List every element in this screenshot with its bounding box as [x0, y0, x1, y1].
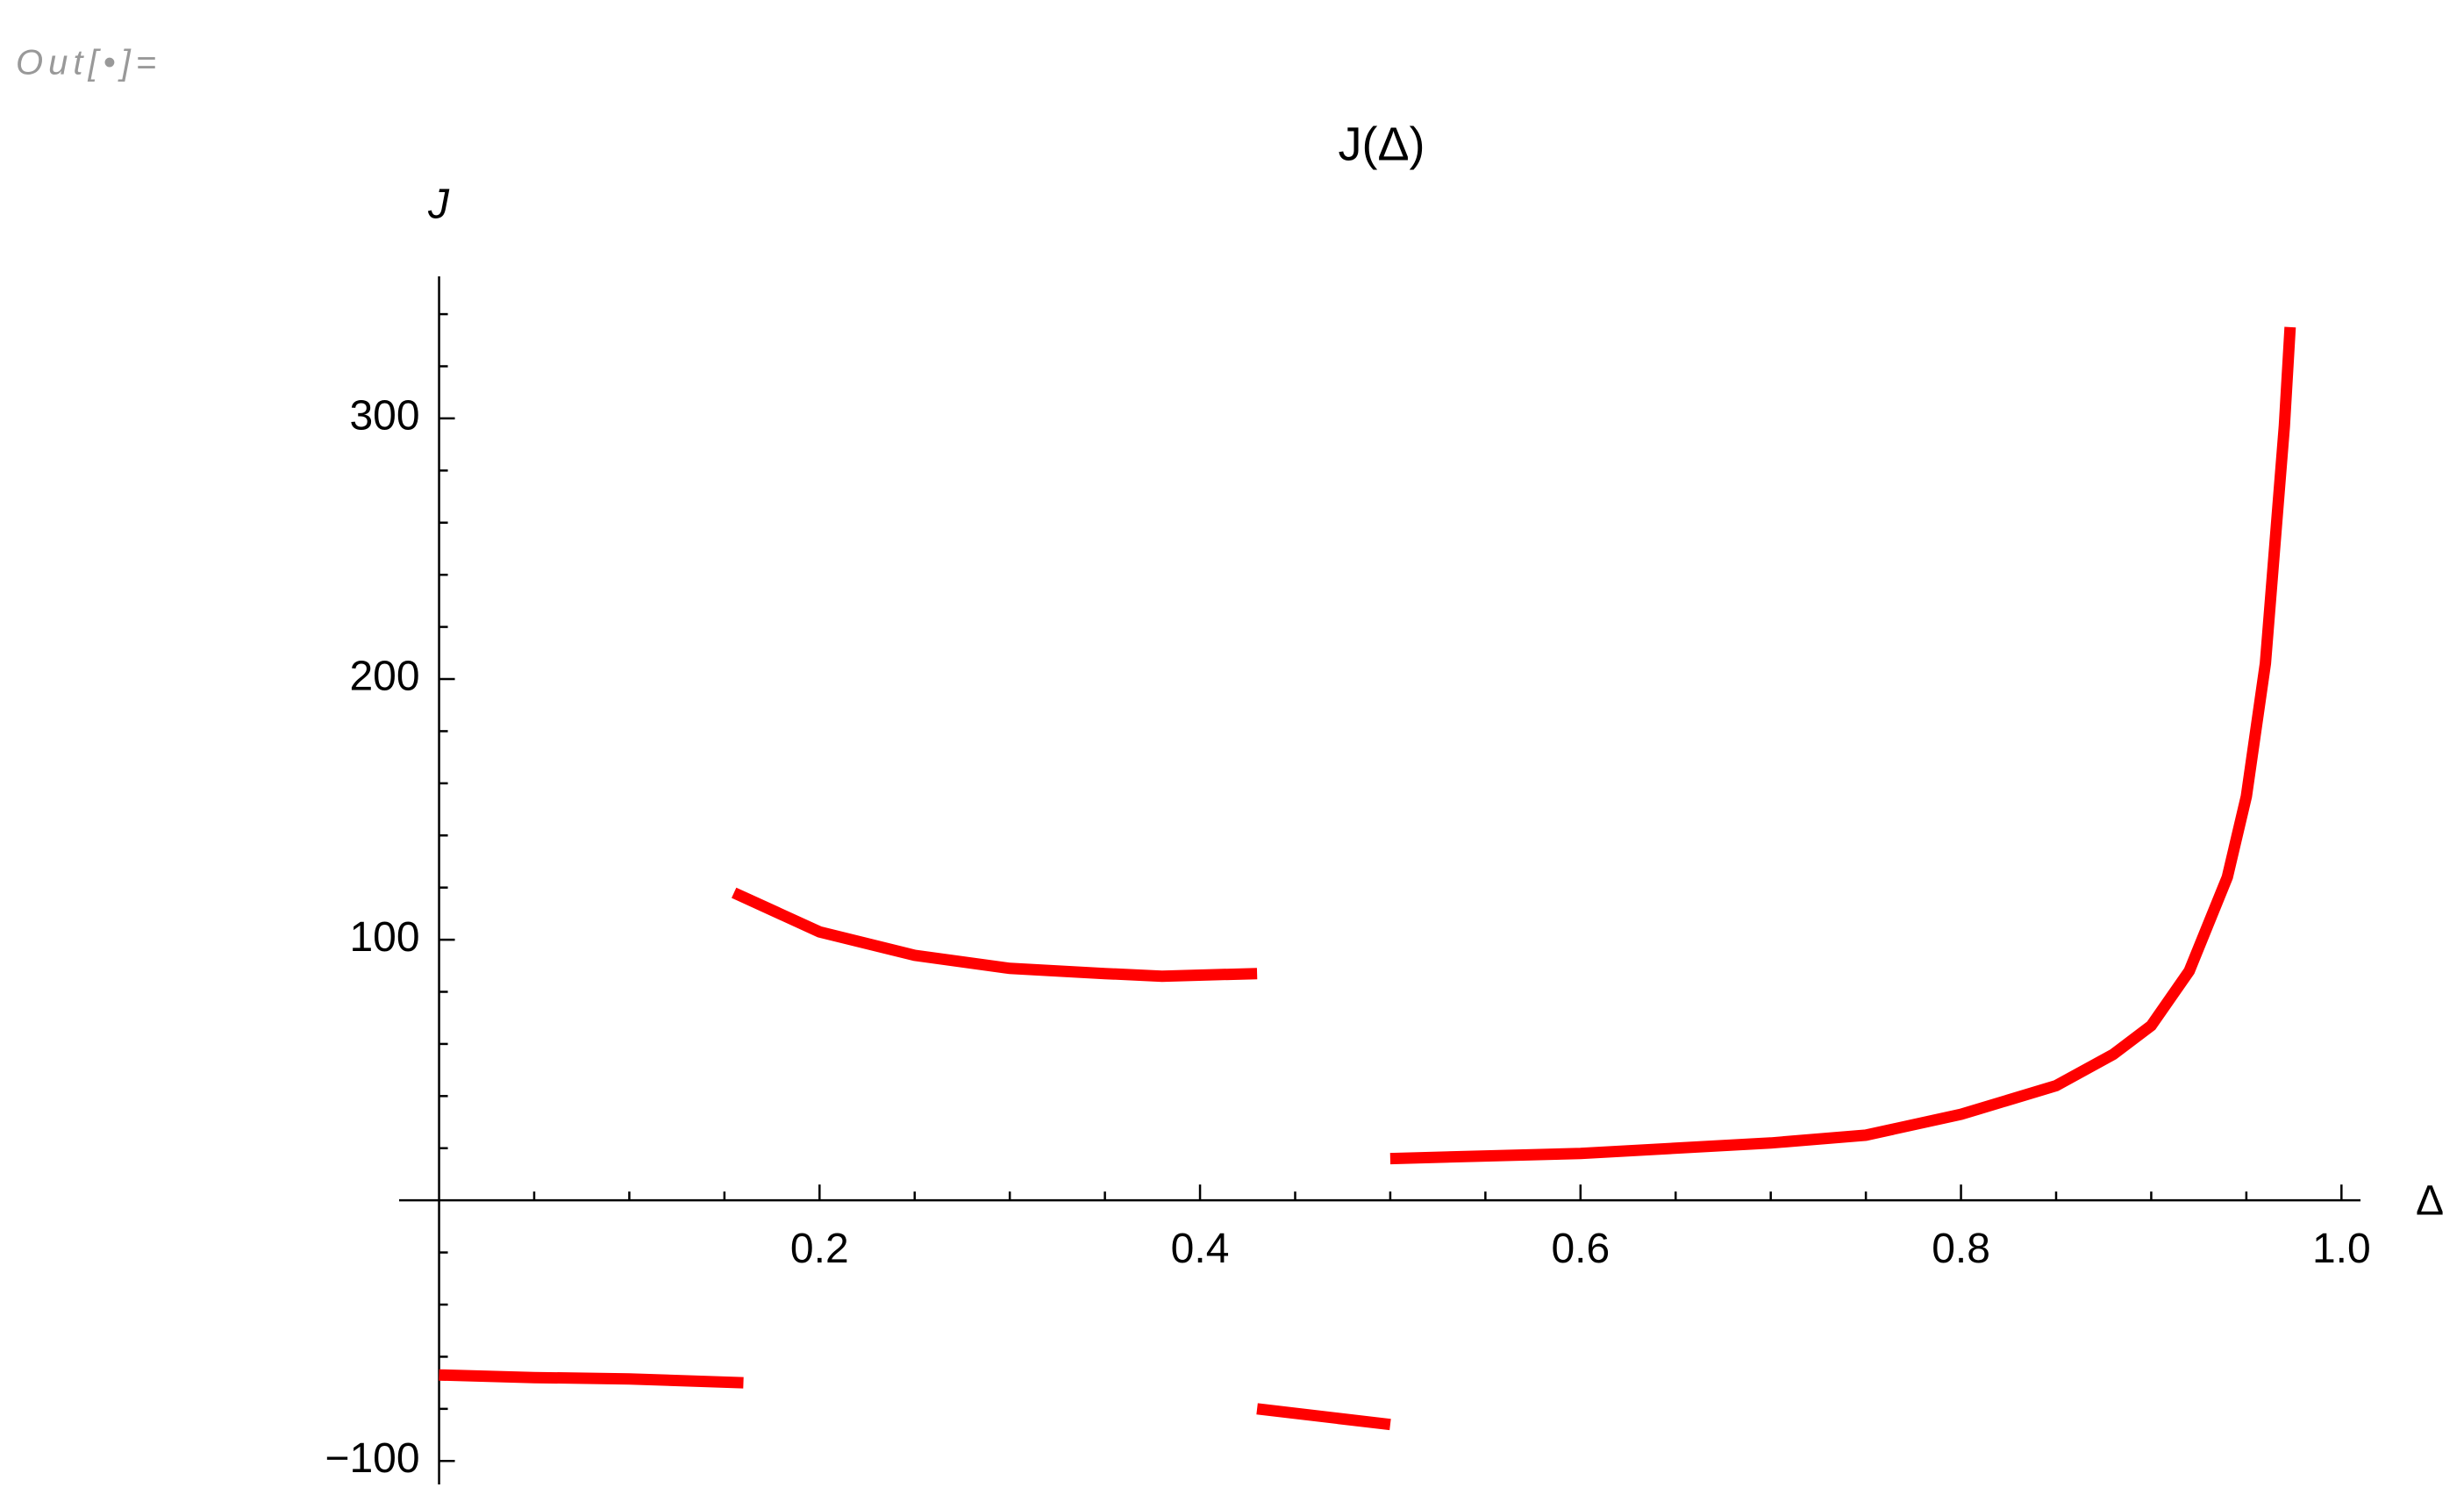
- x-tick-label: 0.8: [1932, 1226, 1990, 1272]
- cell-label: Out[•]=: [16, 44, 161, 82]
- chart-title: J(Δ): [1338, 118, 1425, 170]
- y-axis-label: J: [427, 182, 450, 228]
- y-tick-label: −100: [325, 1435, 419, 1482]
- y-tick-label: 100: [349, 914, 419, 961]
- x-tick-label: 1.0: [2312, 1226, 2371, 1272]
- x-tick-label: 0.4: [1171, 1226, 1230, 1272]
- x-tick-label: 0.6: [1551, 1226, 1610, 1272]
- x-axis-label: Δ: [2416, 1178, 2444, 1225]
- data-line: [439, 326, 2296, 1431]
- x-tick-label: 0.2: [790, 1226, 849, 1272]
- y-tick-label: 300: [349, 393, 419, 440]
- y-tick-label: 200: [349, 654, 419, 700]
